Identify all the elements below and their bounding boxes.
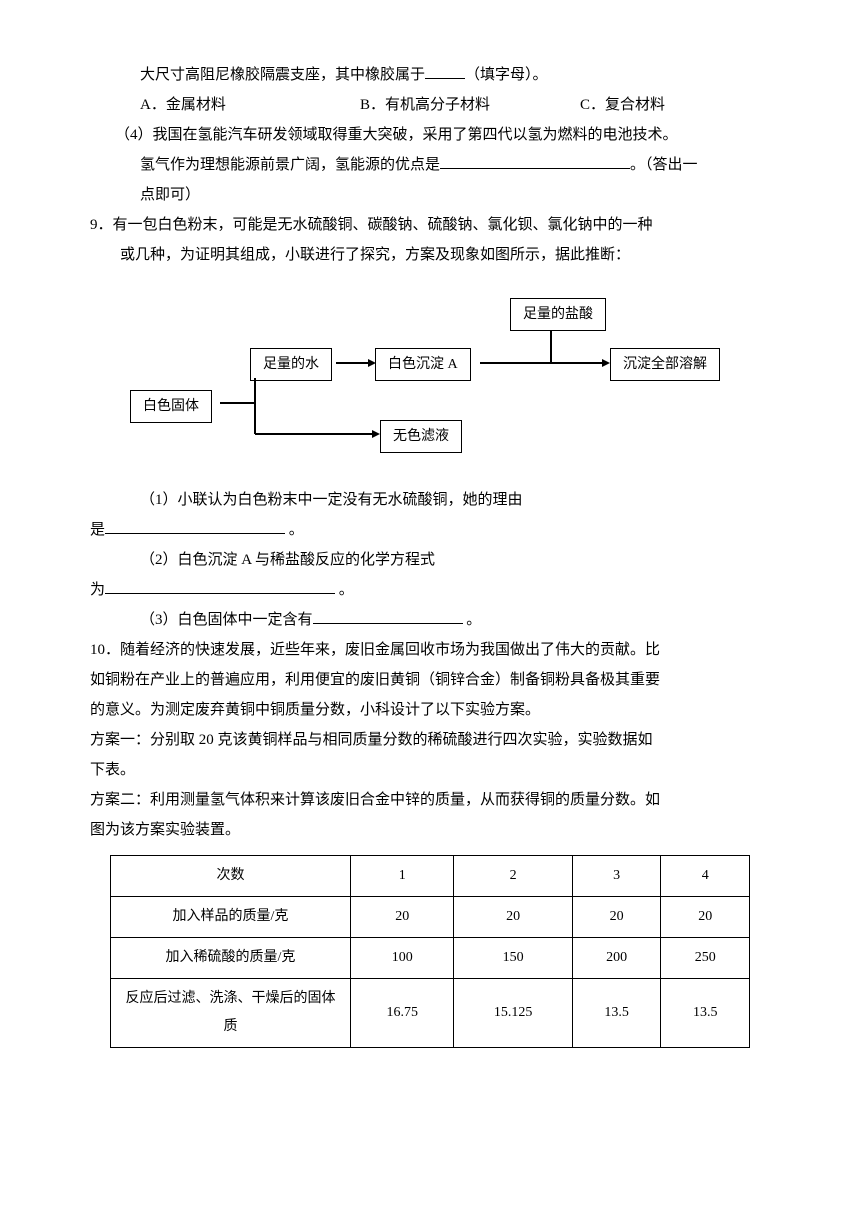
q8-rubber-text: 大尺寸高阻尼橡胶隔震支座，其中橡胶属于 xyxy=(140,67,425,83)
q9-p2-b: 为 xyxy=(90,582,105,598)
table-row: 次数 1 2 3 4 xyxy=(111,856,750,897)
cell: 100 xyxy=(351,938,454,979)
cell: 13.5 xyxy=(661,979,750,1048)
flow-acid: 足量的盐酸 xyxy=(510,298,606,331)
blank-equation[interactable] xyxy=(105,593,335,594)
choice-b[interactable]: B．有机高分子材料 xyxy=(360,90,560,120)
cell: 150 xyxy=(454,938,572,979)
q9-p1-tail: 。 xyxy=(289,522,304,538)
blank-hydrogen[interactable] xyxy=(440,168,630,169)
cell: 20 xyxy=(572,897,661,938)
flowchart: 白色固体 足量的水 白色沉淀 A 无色滤液 足量的盐酸 沉淀全部溶解 xyxy=(130,290,730,465)
cell: 20 xyxy=(351,897,454,938)
arrow-vline xyxy=(254,402,256,434)
q10-scheme1-a: 方案一：分别取 20 克该黄铜样品与相同质量分数的稀硫酸进行四次实验，实验数据如 xyxy=(90,725,770,755)
cell: 250 xyxy=(661,938,750,979)
table-row: 反应后过滤、洗涤、干燥后的固体质 16.75 15.125 13.5 13.5 xyxy=(111,979,750,1048)
q9-p3: （3）白色固体中一定含有 xyxy=(140,612,313,628)
q8-cont-line: 大尺寸高阻尼橡胶隔震支座，其中橡胶属于 （填字母）。 xyxy=(90,60,770,90)
data-table: 次数 1 2 3 4 加入样品的质量/克 20 20 20 20 加入稀硫酸的质… xyxy=(110,855,750,1048)
q9-p3-wrap: （3）白色固体中一定含有 。 xyxy=(90,605,770,635)
th-1: 1 xyxy=(351,856,454,897)
cell: 加入样品的质量/克 xyxy=(111,897,351,938)
q9-p2-b-wrap: 为 。 xyxy=(90,575,770,605)
cell: 15.125 xyxy=(454,979,572,1048)
table-row: 加入稀硫酸的质量/克 100 150 200 250 xyxy=(111,938,750,979)
q9-p3-tail: 。 xyxy=(466,612,481,628)
q8-part4-l2-wrap: 氢气作为理想能源前景广阔，氢能源的优点是 。（答出一 xyxy=(90,150,770,180)
cell: 20 xyxy=(661,897,750,938)
blank-contain[interactable] xyxy=(313,623,463,624)
arrow-line xyxy=(220,402,255,404)
arrow-head-icon xyxy=(372,430,380,438)
arrow-head-icon xyxy=(602,359,610,367)
q9-intro-l1: 9．有一包白色粉末，可能是无水硫酸铜、碳酸钠、硫酸钠、氯化钡、氯化钠中的一种 xyxy=(90,210,770,240)
q8-part4-l3: 点即可） xyxy=(90,180,770,210)
q8-part4-l1: （4）我国在氢能汽车研发领域取得重大突破，采用了第四代以氢为燃料的电池技术。 xyxy=(90,120,770,150)
th-label: 次数 xyxy=(111,856,351,897)
q8-part4-tail: 。（答出一 xyxy=(630,157,698,173)
cell: 200 xyxy=(572,938,661,979)
th-2: 2 xyxy=(454,856,572,897)
q8-choices: A．金属材料 B．有机高分子材料 C．复合材料 xyxy=(90,90,770,120)
q10-scheme2-b: 图为该方案实验装置。 xyxy=(90,815,770,845)
q9-p1-a: （1）小联认为白色粉末中一定没有无水硫酸铜，她的理由 xyxy=(90,485,770,515)
arrow-vline xyxy=(550,330,552,362)
arrow-line xyxy=(480,362,605,364)
q8-rubber-tail: （填字母）。 xyxy=(465,67,548,83)
flow-water: 足量的水 xyxy=(250,348,332,381)
arrow-line xyxy=(255,433,375,435)
flow-precipitate: 白色沉淀 A xyxy=(375,348,471,381)
flow-filtrate: 无色滤液 xyxy=(380,420,462,453)
arrow-head-icon xyxy=(368,359,376,367)
table-row: 加入样品的质量/克 20 20 20 20 xyxy=(111,897,750,938)
arrow-vline xyxy=(254,378,256,403)
cell: 加入稀硫酸的质量/克 xyxy=(111,938,351,979)
q9-p2-a: （2）白色沉淀 A 与稀盐酸反应的化学方程式 xyxy=(90,545,770,575)
blank-rubber[interactable] xyxy=(425,78,465,79)
arrow-line xyxy=(336,362,371,364)
q8-part4-l2: 氢气作为理想能源前景广阔，氢能源的优点是 xyxy=(140,157,440,173)
blank-reason[interactable] xyxy=(105,533,285,534)
choice-c[interactable]: C．复合材料 xyxy=(580,90,665,120)
q10-scheme1-b: 下表。 xyxy=(90,755,770,785)
cell: 反应后过滤、洗涤、干燥后的固体质 xyxy=(111,979,351,1048)
th-4: 4 xyxy=(661,856,750,897)
choice-a[interactable]: A．金属材料 xyxy=(140,90,340,120)
q9-p2-tail: 。 xyxy=(339,582,354,598)
cell: 16.75 xyxy=(351,979,454,1048)
q9-intro-l2: 或几种，为证明其组成，小联进行了探究，方案及现象如图所示，据此推断： xyxy=(90,240,770,270)
q10-l1: 10．随着经济的快速发展，近些年来，废旧金属回收市场为我国做出了伟大的贡献。比 xyxy=(90,635,770,665)
q9-p1-b: 是 xyxy=(90,522,105,538)
q9-p1-b-wrap: 是 。 xyxy=(90,515,770,545)
q10-scheme2-a: 方案二：利用测量氢气体积来计算该废旧合金中锌的质量，从而获得铜的质量分数。如 xyxy=(90,785,770,815)
flow-solid: 白色固体 xyxy=(130,390,212,423)
cell: 20 xyxy=(454,897,572,938)
flow-dissolve: 沉淀全部溶解 xyxy=(610,348,720,381)
th-3: 3 xyxy=(572,856,661,897)
cell: 13.5 xyxy=(572,979,661,1048)
q10-l3: 的意义。为测定废弃黄铜中铜质量分数，小科设计了以下实验方案。 xyxy=(90,695,770,725)
q10-l2: 如铜粉在产业上的普遍应用，利用便宜的废旧黄铜（铜锌合金）制备铜粉具备极其重要 xyxy=(90,665,770,695)
